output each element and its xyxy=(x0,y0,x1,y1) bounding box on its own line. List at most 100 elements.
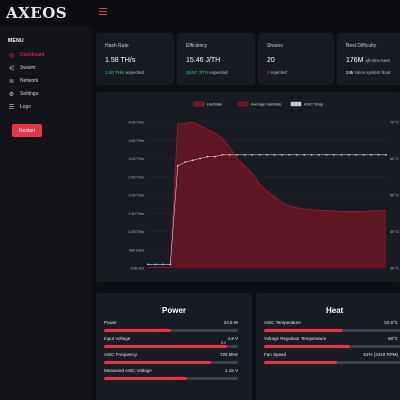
progress-fill xyxy=(104,361,212,364)
asic-temp-point xyxy=(258,153,261,156)
asic-temp-point xyxy=(347,153,350,156)
input-voltage-metric: Input Voltage 4.9 V 5.0 xyxy=(104,336,238,356)
asic-temp-point xyxy=(199,157,201,160)
y-right-tick-label: 60 °C xyxy=(390,157,399,161)
hashrate-area xyxy=(148,122,386,268)
hashrate-chart-card: 4.00 TH/s 3.50 TH/s 3.00 TH/s 2.50 TH/s 2.00… xyxy=(96,92,400,282)
sidebar-item-label: Swarm xyxy=(20,65,36,71)
heat-panel: Heat ASIC Temperature 52.6°C Voltage Reg… xyxy=(256,293,400,400)
y-left-tick-label: 1.00 TH/s xyxy=(128,230,144,234)
y-left-tick-label: 2.00 TH/s xyxy=(128,194,144,198)
asic-temp-point xyxy=(214,155,216,158)
asic-temp-point xyxy=(325,153,328,156)
y-left-tick-label: 3.50 TH/s xyxy=(128,139,144,143)
y-left-tick-label: 0.00 H/s xyxy=(131,267,145,271)
asic-temp-point xyxy=(303,153,306,156)
progress-fill xyxy=(104,377,188,380)
legend-swatch xyxy=(193,101,205,107)
top-bar: AXEOS xyxy=(0,0,400,26)
power-metric: Power 24.5 W xyxy=(104,320,238,340)
asic-temp-point xyxy=(340,153,343,156)
progress-track xyxy=(264,329,400,332)
menu-toggle-icon[interactable] xyxy=(99,8,107,16)
progress-fill xyxy=(264,329,344,332)
progress-track xyxy=(104,345,238,348)
legend-swatch xyxy=(290,101,302,107)
efficiency-card: Efficiency 15.46 J/TH 18.57 J/TH expecte… xyxy=(177,33,255,85)
asic-temp-point xyxy=(206,155,209,158)
asic-voltage-metric: Measured ASIC Voltage 1.15 V xyxy=(104,368,238,388)
asic-temp-point xyxy=(184,161,187,164)
metric-value: 24.5 W xyxy=(223,320,238,325)
efficiency-expected: 18.57 J/TH expected xyxy=(186,70,228,75)
sidebar-item-dashboard[interactable]: ◎ Dashboard xyxy=(8,50,45,60)
y-left-tick-label: 3.00 TH/s xyxy=(128,157,144,161)
legend-label: Hashrate xyxy=(207,103,222,107)
shares-label: Shares xyxy=(267,43,283,49)
efficiency-label: Efficiency xyxy=(186,43,208,49)
best-difficulty-card: Best Difficulty 176M all-time best 24k s… xyxy=(337,33,400,85)
gear-icon: ⚙ xyxy=(8,91,15,98)
asic-temp-point xyxy=(370,153,373,156)
asic-temperature-metric: ASIC Temperature 52.6°C xyxy=(264,320,400,340)
asic-temp-point xyxy=(147,263,149,266)
wifi-icon: ≋ xyxy=(8,78,15,85)
progress-fill xyxy=(264,361,338,364)
metric-label: ASIC Temperature xyxy=(264,320,301,325)
asic-temp-point xyxy=(236,153,239,156)
asic-temp-point xyxy=(318,153,320,156)
metric-value: 1.15 V xyxy=(224,368,238,373)
progress-track xyxy=(104,361,238,364)
asic-temp-point xyxy=(288,153,291,156)
metric-value: 52.6°C xyxy=(384,320,398,325)
sidebar-item-network[interactable]: ≋ Network xyxy=(8,76,38,86)
hashrate-value: 1.58 TH/s xyxy=(105,57,136,64)
asic-temp-point xyxy=(333,153,335,156)
shares-card: Shares 20 0 rejected xyxy=(258,33,334,85)
metric-value: 4.9 V xyxy=(227,336,238,341)
heat-title: Heat xyxy=(326,306,344,315)
list-icon: ☰ xyxy=(8,104,15,111)
legend-label: Average Hashrate xyxy=(251,103,282,107)
metric-label: Measured ASIC Voltage xyxy=(104,368,152,373)
progress-fill xyxy=(264,345,351,348)
asic-temp-point xyxy=(243,153,246,156)
restart-button[interactable]: Restart xyxy=(12,124,42,137)
progress-fill xyxy=(104,329,171,332)
hashrate-line xyxy=(148,121,387,268)
sidebar-item-logs[interactable]: ☰ Logs xyxy=(8,102,31,112)
sidebar-item-label: Dashboard xyxy=(20,52,45,58)
menu-title: MENU xyxy=(8,38,24,44)
asic-temp-point xyxy=(295,153,298,156)
y-right-tick-label: 50 °C xyxy=(390,194,399,198)
asic-temp-point xyxy=(377,153,380,156)
metric-value: 725 MHz xyxy=(219,352,238,357)
app-logo[interactable]: AXEOS xyxy=(6,4,68,22)
asic-temp-point xyxy=(355,153,358,156)
metric-value: 58°C xyxy=(387,336,398,341)
asic-temp-point xyxy=(176,164,179,167)
metric-label: Fan Speed xyxy=(264,352,287,357)
asic-temp-point xyxy=(273,153,276,156)
metric-value: 51% (3418 RPM) xyxy=(363,352,398,357)
metric-label: Power xyxy=(104,320,117,325)
asic-temp-point xyxy=(251,153,254,156)
hashrate-label: Hash Rate xyxy=(105,43,129,49)
shares-value: 20 xyxy=(267,57,275,64)
progress-track xyxy=(104,377,238,380)
hashrate-chart: 4.00 TH/s 3.50 TH/s 3.00 TH/s 2.50 TH/s 2.00… xyxy=(128,101,399,271)
asic-temp-point xyxy=(385,153,387,156)
asic-temp-point xyxy=(362,153,365,156)
sidebar-item-swarm[interactable]: ⋲ Swarm xyxy=(8,63,36,73)
y-left-tick-label: 4.00 TH/s xyxy=(128,121,144,125)
y-left-tick-label: 500 GH/s xyxy=(129,248,144,252)
best-difficulty-value: 176M all-time best xyxy=(346,57,390,64)
y-right-tick-label: 70 °C xyxy=(390,121,399,125)
voltage-marker-label: 5.0 xyxy=(221,341,226,345)
y-right-tick-label: 30 °C xyxy=(390,267,399,271)
power-title: Power xyxy=(162,306,187,315)
hashrate-expected: 1.40 TH/s expected xyxy=(105,70,144,75)
sidebar-item-settings[interactable]: ⚙ Settings xyxy=(8,89,38,99)
progress-track xyxy=(104,329,238,332)
legend-swatch xyxy=(237,101,249,107)
